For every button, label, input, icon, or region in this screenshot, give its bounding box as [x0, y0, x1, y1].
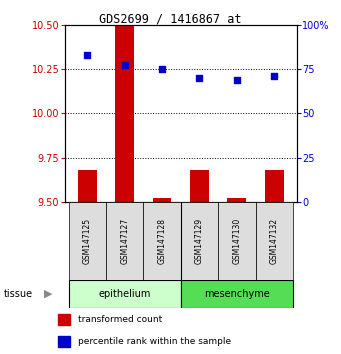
Bar	[181, 280, 293, 308]
Text: epithelium: epithelium	[99, 289, 151, 299]
Text: GSM147132: GSM147132	[270, 218, 279, 264]
Point	[159, 66, 165, 72]
Bar	[78, 170, 97, 202]
Bar	[69, 202, 106, 280]
Text: GSM147125: GSM147125	[83, 218, 92, 264]
Point	[122, 63, 127, 68]
Point	[85, 52, 90, 58]
Bar	[227, 198, 246, 202]
Bar	[106, 202, 143, 280]
Text: GSM147128: GSM147128	[158, 218, 166, 264]
Text: transformed count: transformed count	[78, 315, 162, 325]
Text: tissue: tissue	[3, 289, 32, 299]
Bar	[115, 0, 134, 202]
Bar	[58, 314, 70, 325]
Bar	[58, 336, 70, 347]
Text: mesenchyme: mesenchyme	[204, 289, 270, 299]
Bar	[265, 170, 284, 202]
Point	[271, 73, 277, 79]
Point	[234, 77, 240, 82]
Bar	[190, 170, 209, 202]
Bar	[255, 202, 293, 280]
Point	[197, 75, 202, 81]
Text: GSM147130: GSM147130	[232, 218, 241, 264]
Text: GSM147127: GSM147127	[120, 218, 129, 264]
Bar	[143, 202, 181, 280]
Text: GDS2699 / 1416867_at: GDS2699 / 1416867_at	[99, 12, 242, 25]
Text: percentile rank within the sample: percentile rank within the sample	[78, 337, 231, 346]
Bar	[69, 280, 181, 308]
Bar	[218, 202, 255, 280]
Bar	[153, 198, 172, 202]
Text: ▶: ▶	[44, 289, 52, 299]
Bar	[181, 202, 218, 280]
Text: GSM147129: GSM147129	[195, 218, 204, 264]
